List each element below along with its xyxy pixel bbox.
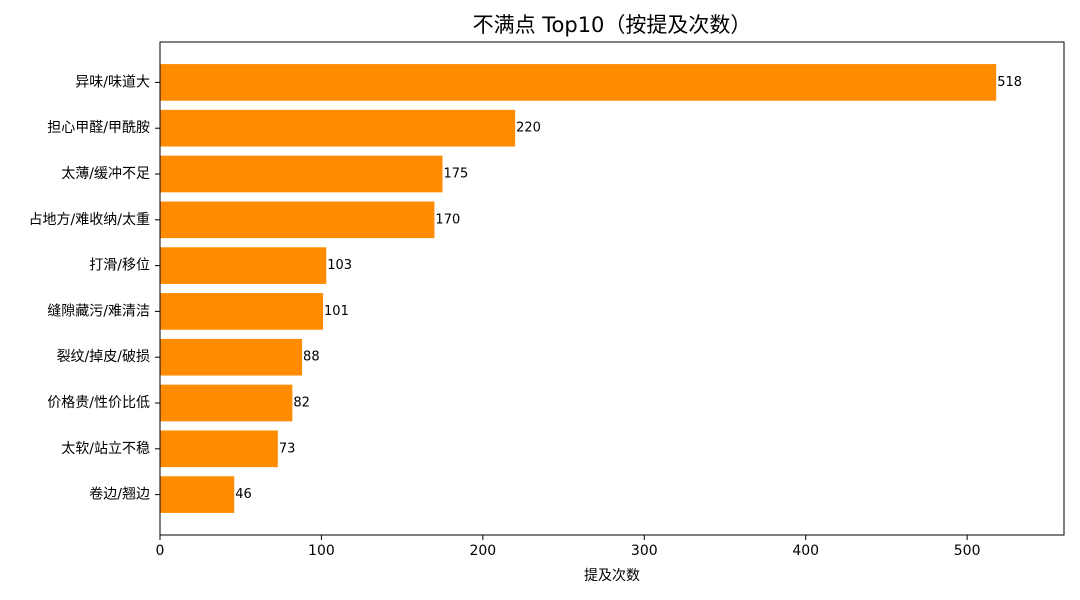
y-tick-label: 太薄/缓冲不足 — [61, 166, 150, 182]
value-label: 82 — [293, 396, 310, 411]
y-tick-label: 价格贵/性价比低 — [47, 395, 150, 411]
chart-title: 不满点 Top10（按提及次数） — [473, 13, 752, 37]
x-tick-label: 200 — [469, 543, 496, 559]
y-tick-label: 占地方/难收纳/太重 — [29, 212, 150, 228]
bar — [160, 338, 303, 376]
bar — [160, 293, 324, 330]
value-label: 518 — [997, 75, 1022, 90]
value-label: 220 — [516, 121, 541, 136]
x-tick-label: 100 — [308, 543, 335, 559]
x-tick-label: 400 — [792, 543, 819, 559]
y-tick-label: 缝隙藏污/难清洁 — [47, 303, 150, 319]
plot-frame — [159, 41, 1065, 536]
value-label: 101 — [324, 304, 349, 319]
bar — [160, 247, 327, 284]
x-tick-label: 500 — [954, 543, 981, 559]
bar — [160, 384, 293, 422]
bar — [160, 109, 516, 147]
y-tick-label: 太软/站立不稳 — [61, 441, 150, 457]
value-label: 103 — [327, 258, 352, 273]
x-tick-label: 0 — [156, 543, 165, 559]
bar — [160, 430, 278, 468]
x-tick-label: 300 — [631, 543, 658, 559]
x-axis-label: 提及次数 — [584, 568, 640, 584]
bar — [160, 155, 443, 193]
y-tick-label: 卷边/翘边 — [89, 487, 150, 503]
y-tick-label: 异味/味道大 — [75, 74, 150, 90]
y-tick-label: 打滑/移位 — [89, 257, 150, 274]
bar — [160, 476, 235, 513]
bar — [160, 201, 435, 239]
y-tick-label: 担心甲醛/甲酰胺 — [47, 120, 150, 136]
value-label: 170 — [435, 212, 460, 227]
value-label: 73 — [279, 441, 296, 456]
value-label: 88 — [303, 350, 320, 365]
value-label: 175 — [444, 167, 469, 182]
value-label: 46 — [235, 487, 252, 502]
bar — [160, 64, 997, 101]
y-tick-label: 裂纹/掉皮/破损 — [57, 349, 150, 365]
